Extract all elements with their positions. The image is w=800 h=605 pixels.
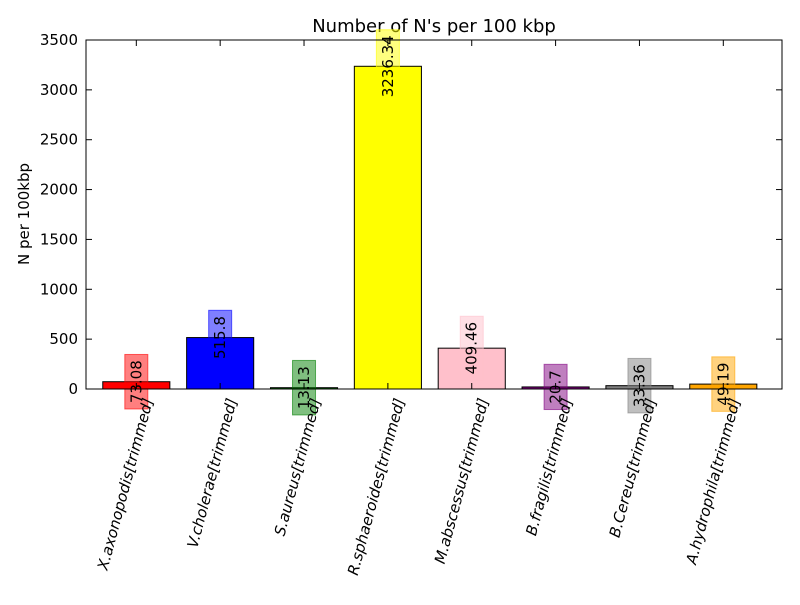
bars-layer <box>102 65 758 390</box>
y-tick-label-5: 2500 <box>40 131 78 149</box>
y-tick-label-4: 2000 <box>40 181 78 199</box>
y-tick-label-3: 1500 <box>40 230 78 248</box>
data-label-group-3: 3236.34 <box>375 29 400 104</box>
data-label-box-3 <box>375 29 400 104</box>
plot-area-frame <box>85 39 783 390</box>
data-label-group-0: 73.08 <box>124 353 149 410</box>
data-label-0: 73.08 <box>127 360 145 403</box>
x-tick-label-3: R.sphaeroides[trimmed] <box>344 396 409 577</box>
y-tick-label-2: 1000 <box>40 280 78 298</box>
x-tick-label-1: V.cholerae[trimmed] <box>184 396 241 550</box>
y-axis: 0 500 1000 1500 2000 2500 3000 3500 <box>40 31 782 398</box>
y-axis-label: N per 100kbp <box>15 163 33 265</box>
data-label-box-4 <box>459 315 484 381</box>
data-label-3: 3236.34 <box>379 35 397 97</box>
data-label-box-0 <box>124 353 149 410</box>
data-label-group-1: 515.8 <box>208 309 233 366</box>
x-tick-label-2: S.aureus[trimmed] <box>271 396 325 538</box>
bar-3 <box>353 65 422 390</box>
data-label-4: 409.46 <box>463 322 481 375</box>
y-tick-label-7: 3500 <box>40 31 78 49</box>
y-tick-label-0: 0 <box>68 380 78 398</box>
data-label-box-1 <box>208 309 233 366</box>
x-tick-label-0: X.axonopodis[trimmed] <box>94 396 158 573</box>
x-tick-label-5: B.fragilis[trimmed] <box>522 396 576 537</box>
x-tick-label-7: A.hydrophila[trimmed] <box>682 396 744 567</box>
x-tick-label-6: B.Cereus[trimmed] <box>606 396 661 539</box>
y-tick-label-1: 500 <box>49 330 78 348</box>
chart-title: Number of N's per 100 kbp <box>312 16 556 37</box>
data-label-1: 515.8 <box>211 316 229 359</box>
y-tick-label-6: 3000 <box>40 81 78 99</box>
data-label-group-4: 409.46 <box>459 315 484 381</box>
x-tick-label-4: M.abscessus[trimmed] <box>431 396 493 566</box>
